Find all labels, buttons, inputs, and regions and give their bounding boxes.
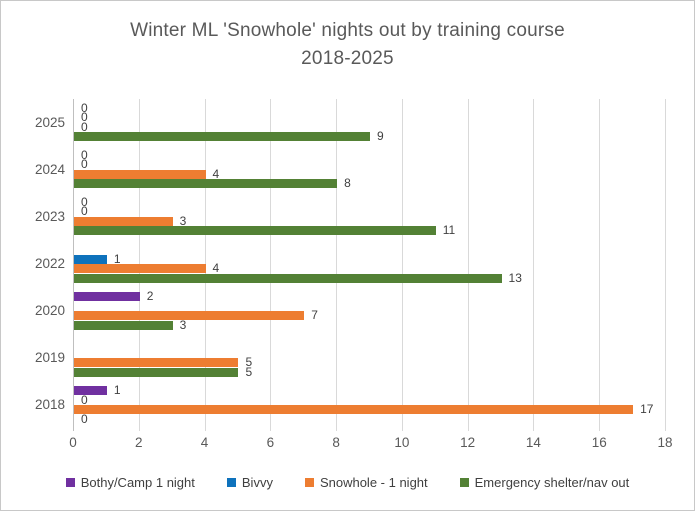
x-axis-tick-4: 4 <box>200 435 209 450</box>
legend-item-bothy-camp-1-night: Bothy/Camp 1 night <box>65 475 195 490</box>
gridline-x-12 <box>467 99 469 431</box>
legend-item-emergency-shelter-nav-out: Emergency shelter/nav out <box>459 475 630 490</box>
bar-2024-emergency-shelter-nav-out <box>74 179 338 189</box>
data-label-2018-snowhole-1-night: 17 <box>640 402 654 417</box>
bar-2023-snowhole-1-night <box>74 216 173 226</box>
chart-title-line-2: 2018-2025 <box>301 48 394 69</box>
gridline-x-8 <box>336 99 338 431</box>
x-axis-tick-0: 0 <box>69 435 77 450</box>
bar-2025-emergency-shelter-nav-out <box>74 132 370 142</box>
x-axis-tick-8: 8 <box>332 435 340 450</box>
gridline-x-18 <box>665 99 666 431</box>
bar-2020-emergency-shelter-nav-out <box>74 320 173 330</box>
bar-2018-bothy-camp-1-night <box>74 386 107 396</box>
data-label-2024-emergency-shelter-nav-out: 8 <box>344 176 351 191</box>
legend-swatch-bivvy-icon <box>226 478 236 487</box>
x-axis-tick-14: 14 <box>525 435 541 450</box>
data-label-2023-bivvy: 0 <box>81 204 88 219</box>
gridline-x-16 <box>599 99 601 431</box>
x-axis-tick-2: 2 <box>135 435 143 450</box>
legend: Bothy/Camp 1 night Bivvy Snowhole - 1 nigh… <box>1 475 694 490</box>
data-label-2018-bivvy: 0 <box>81 392 88 407</box>
data-label-2020-snowhole-1-night: 7 <box>311 308 318 323</box>
bar-2019-emergency-shelter-nav-out <box>74 367 239 377</box>
x-axis-tick-16: 16 <box>591 435 607 450</box>
y-axis-label-2022: 2022 <box>34 256 65 271</box>
x-axis-tick-10: 10 <box>394 435 410 450</box>
data-label-2022-bivvy: 1 <box>113 251 121 266</box>
bar-2019-snowhole-1-night <box>74 358 239 368</box>
legend-label-snowhole-1-night: Snowhole - 1 night <box>319 475 428 490</box>
legend-item-bivvy: Bivvy <box>226 475 273 490</box>
chart-title: Winter ML 'Snowhole' nights out by train… <box>1 17 694 73</box>
legend-swatch-snowhole-1-night-icon <box>304 478 314 487</box>
legend-swatch-emergency-shelter-nav-out-icon <box>459 478 469 487</box>
data-label-2025-bothy-camp-1-night: 0 <box>81 100 88 115</box>
plot-area: 0 0 0 9 0 0 4 8 0 0 3 11 1 4 13 2 7 3 5 5 1 0 17 0 <box>73 99 666 431</box>
y-axis-label-2018: 2018 <box>34 397 65 413</box>
legend-label-bothy-camp-1-night: Bothy/Camp 1 night <box>80 475 195 490</box>
y-axis-line <box>73 99 74 431</box>
x-axis-tick-6: 6 <box>266 435 275 450</box>
y-axis-label-2019: 2019 <box>34 350 65 366</box>
data-label-2023-bothy-camp-1-night: 0 <box>81 194 88 209</box>
legend-swatch-bothy-camp-1-night-icon <box>65 478 75 487</box>
bar-2022-emergency-shelter-nav-out <box>74 273 502 283</box>
data-label-2022-snowhole-1-night: 4 <box>212 261 220 275</box>
y-axis-label-2025: 2025 <box>34 114 65 130</box>
data-label-2025-bivvy: 0 <box>81 110 88 125</box>
gridline-x-10 <box>401 99 403 431</box>
data-label-2018-bothy-camp-1-night: 1 <box>113 383 121 398</box>
bar-2024-snowhole-1-night <box>74 169 206 179</box>
bar-2022-snowhole-1-night <box>74 264 206 273</box>
y-axis-label-2023: 2023 <box>34 208 65 224</box>
data-label-2024-bothy-camp-1-night: 0 <box>81 147 88 162</box>
gridline-x-6 <box>270 99 272 431</box>
y-axis-label-2024: 2024 <box>34 161 65 177</box>
data-label-2018-emergency-shelter-nav-out: 0 <box>81 411 88 426</box>
data-label-2025-emergency-shelter-nav-out: 9 <box>377 129 384 144</box>
data-label-2024-bivvy: 0 <box>81 157 88 172</box>
data-label-2020-bothy-camp-1-night: 2 <box>146 289 154 304</box>
x-axis-tick-12: 12 <box>460 435 476 450</box>
data-label-2023-emergency-shelter-nav-out: 11 <box>442 223 456 238</box>
data-label-2020-emergency-shelter-nav-out: 3 <box>179 317 187 332</box>
bar-2020-snowhole-1-night <box>74 311 305 321</box>
data-label-2025-snowhole-1-night: 0 <box>81 119 88 134</box>
bar-2018-snowhole-1-night <box>74 405 634 415</box>
legend-label-emergency-shelter-nav-out: Emergency shelter/nav out <box>474 475 630 490</box>
bar-2020-bothy-camp-1-night <box>74 292 140 302</box>
y-axis-label-2020: 2020 <box>34 303 65 319</box>
x-axis-tick-18: 18 <box>657 435 673 450</box>
data-label-2023-snowhole-1-night: 3 <box>179 213 187 228</box>
gridline-x-14 <box>533 99 535 431</box>
chart-title-line-1: Winter ML 'Snowhole' nights out by train… <box>130 20 565 41</box>
data-label-2024-snowhole-1-night: 4 <box>212 166 220 181</box>
bar-2022-bivvy <box>74 254 107 264</box>
data-label-2019-emergency-shelter-nav-out: 5 <box>245 364 253 379</box>
legend-item-snowhole-1-night: Snowhole - 1 night <box>304 475 428 490</box>
bar-2023-emergency-shelter-nav-out <box>74 226 436 236</box>
legend-label-bivvy: Bivvy <box>241 475 273 490</box>
data-label-2019-snowhole-1-night: 5 <box>245 355 253 370</box>
data-label-2022-emergency-shelter-nav-out: 13 <box>508 270 522 285</box>
